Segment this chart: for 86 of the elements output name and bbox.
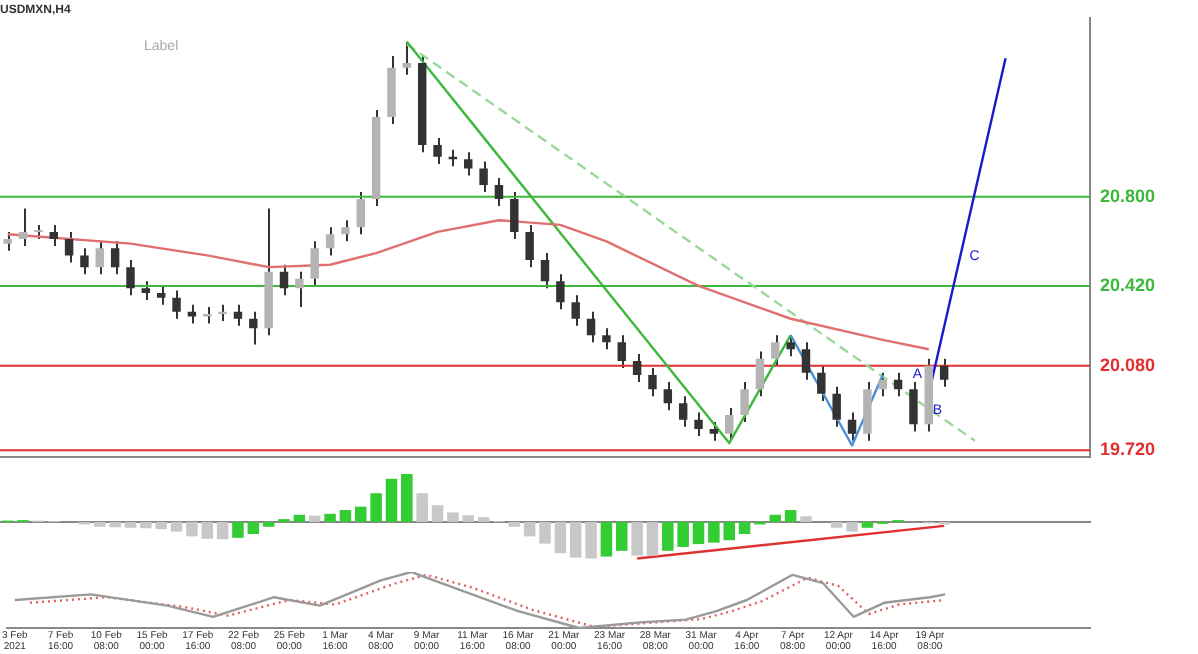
- candlestick: [893, 371, 903, 398]
- candlestick: [801, 341, 811, 381]
- bar: [431, 505, 444, 522]
- candlestick: [525, 223, 534, 269]
- candlestick: [617, 334, 626, 370]
- bar: [124, 522, 137, 528]
- candlestick: [939, 357, 949, 388]
- candlestick: [909, 381, 918, 433]
- candlestick: [3, 230, 12, 252]
- candlestick: [249, 310, 258, 346]
- bar: [631, 522, 643, 556]
- candlestick: [126, 259, 135, 297]
- candlestick: [556, 273, 565, 311]
- candlestick: [786, 334, 795, 358]
- bar: [569, 522, 582, 558]
- candlestick: [847, 411, 857, 442]
- bar: [232, 522, 244, 538]
- candlestick: [64, 230, 74, 264]
- candlestick: [771, 334, 780, 367]
- candlestick: [479, 160, 488, 194]
- candlestick: [49, 223, 58, 248]
- candlestick: [602, 327, 611, 351]
- candlestick: [709, 421, 719, 442]
- bar: [247, 522, 260, 534]
- candlestick: [648, 367, 657, 398]
- bar: [293, 514, 306, 522]
- bar: [784, 510, 797, 522]
- candlestick: [817, 364, 826, 402]
- candlestick: [18, 207, 28, 248]
- bar: [170, 522, 183, 532]
- y-tick-label: 20.420: [1100, 274, 1156, 295]
- bar: [769, 514, 782, 522]
- bar: [646, 522, 659, 556]
- candlestick: [80, 247, 89, 276]
- candlestick: [172, 289, 181, 320]
- candlestick: [310, 240, 319, 287]
- candlestick: [740, 381, 749, 423]
- bar: [554, 522, 567, 554]
- candlestick: [464, 151, 473, 177]
- candlestick: [725, 406, 734, 442]
- bar: [616, 522, 628, 551]
- candlestick: [356, 191, 365, 236]
- bar: [861, 522, 874, 528]
- y-tick-label: 19.720: [1100, 439, 1156, 460]
- bar: [692, 522, 705, 545]
- candlestick: [325, 226, 335, 257]
- y-tick-label: 20.080: [1100, 354, 1156, 375]
- y-tick-label: 20.800: [1100, 185, 1156, 206]
- bar: [401, 474, 413, 522]
- candlestick: [95, 240, 105, 276]
- bar: [216, 522, 229, 540]
- candlestick: [678, 395, 688, 428]
- candlestick: [832, 385, 841, 428]
- candlestick: [494, 176, 504, 208]
- bar: [830, 522, 843, 528]
- candlestick: [279, 263, 289, 297]
- bar: [339, 510, 352, 522]
- candlestick: [433, 137, 442, 165]
- candlestick: [295, 270, 304, 309]
- candlestick: [663, 381, 673, 412]
- bar: [600, 522, 613, 557]
- bar: [800, 516, 812, 522]
- candlestick: [156, 284, 166, 306]
- candlestick: [141, 280, 151, 301]
- bar: [416, 493, 428, 522]
- bar: [539, 522, 551, 544]
- candlestick: [586, 310, 596, 344]
- bar: [846, 522, 858, 532]
- bar: [585, 522, 597, 559]
- candlestick: [863, 381, 872, 442]
- candlestick: [510, 191, 519, 240]
- candlestick: [878, 371, 887, 398]
- candlestick: [233, 303, 243, 327]
- candlestick: [632, 352, 642, 384]
- bar: [308, 515, 321, 522]
- candlestick: [540, 252, 550, 290]
- candlestick: [694, 411, 703, 438]
- bar: [738, 522, 751, 534]
- candlestick: [755, 350, 765, 398]
- candlestick: [341, 219, 350, 243]
- candlestick: [110, 240, 120, 276]
- candlestick: [402, 40, 412, 76]
- bar: [324, 513, 336, 522]
- bar: [385, 478, 398, 522]
- bar: [523, 522, 536, 537]
- candlestick: [571, 294, 580, 327]
